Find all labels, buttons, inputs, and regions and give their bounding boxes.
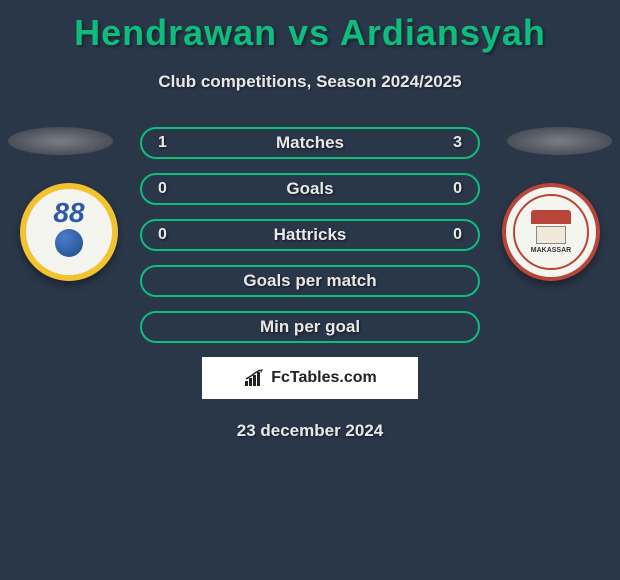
stat-left-value: 0 [158, 226, 178, 244]
badge-label: MAKASSAR [531, 247, 571, 254]
stat-left-value: 1 [158, 134, 178, 152]
player-shadow-left [8, 127, 113, 155]
page-title: Hendrawan vs Ardiansyah [0, 0, 620, 54]
date-label: 23 december 2024 [0, 421, 620, 441]
team-badge-right: MAKASSAR [502, 183, 600, 281]
subtitle: Club competitions, Season 2024/2025 [0, 72, 620, 92]
stat-label: Matches [276, 133, 344, 153]
stat-row-goals-per-match: Goals per match [140, 265, 480, 297]
site-logo[interactable]: FcTables.com [202, 357, 418, 399]
badge-number: 88 [53, 199, 84, 227]
stats-table: 1 Matches 3 0 Goals 0 0 Hattricks 0 Goal… [140, 127, 480, 343]
stat-label: Hattricks [274, 225, 347, 245]
bar-chart-icon [243, 369, 265, 387]
stat-left-value: 0 [158, 180, 178, 198]
stat-label: Goals [286, 179, 333, 199]
stat-row-min-per-goal: Min per goal [140, 311, 480, 343]
badge-ship-icon [536, 226, 566, 244]
badge-brick-icon [531, 210, 571, 224]
logo-text: FcTables.com [271, 369, 377, 387]
stat-row-goals: 0 Goals 0 [140, 173, 480, 205]
team-badge-left: 88 [20, 183, 118, 281]
player-shadow-right [507, 127, 612, 155]
stat-label: Min per goal [260, 317, 360, 337]
stat-label: Goals per match [243, 271, 376, 291]
comparison-area: 88 MAKASSAR 1 Matches 3 0 Goals 0 0 Hatt… [0, 127, 620, 457]
stat-row-hattricks: 0 Hattricks 0 [140, 219, 480, 251]
badge-inner: MAKASSAR [513, 194, 589, 270]
stat-right-value: 0 [442, 226, 462, 244]
soccer-ball-icon [55, 229, 83, 257]
stat-row-matches: 1 Matches 3 [140, 127, 480, 159]
stat-right-value: 3 [442, 134, 462, 152]
stat-right-value: 0 [442, 180, 462, 198]
